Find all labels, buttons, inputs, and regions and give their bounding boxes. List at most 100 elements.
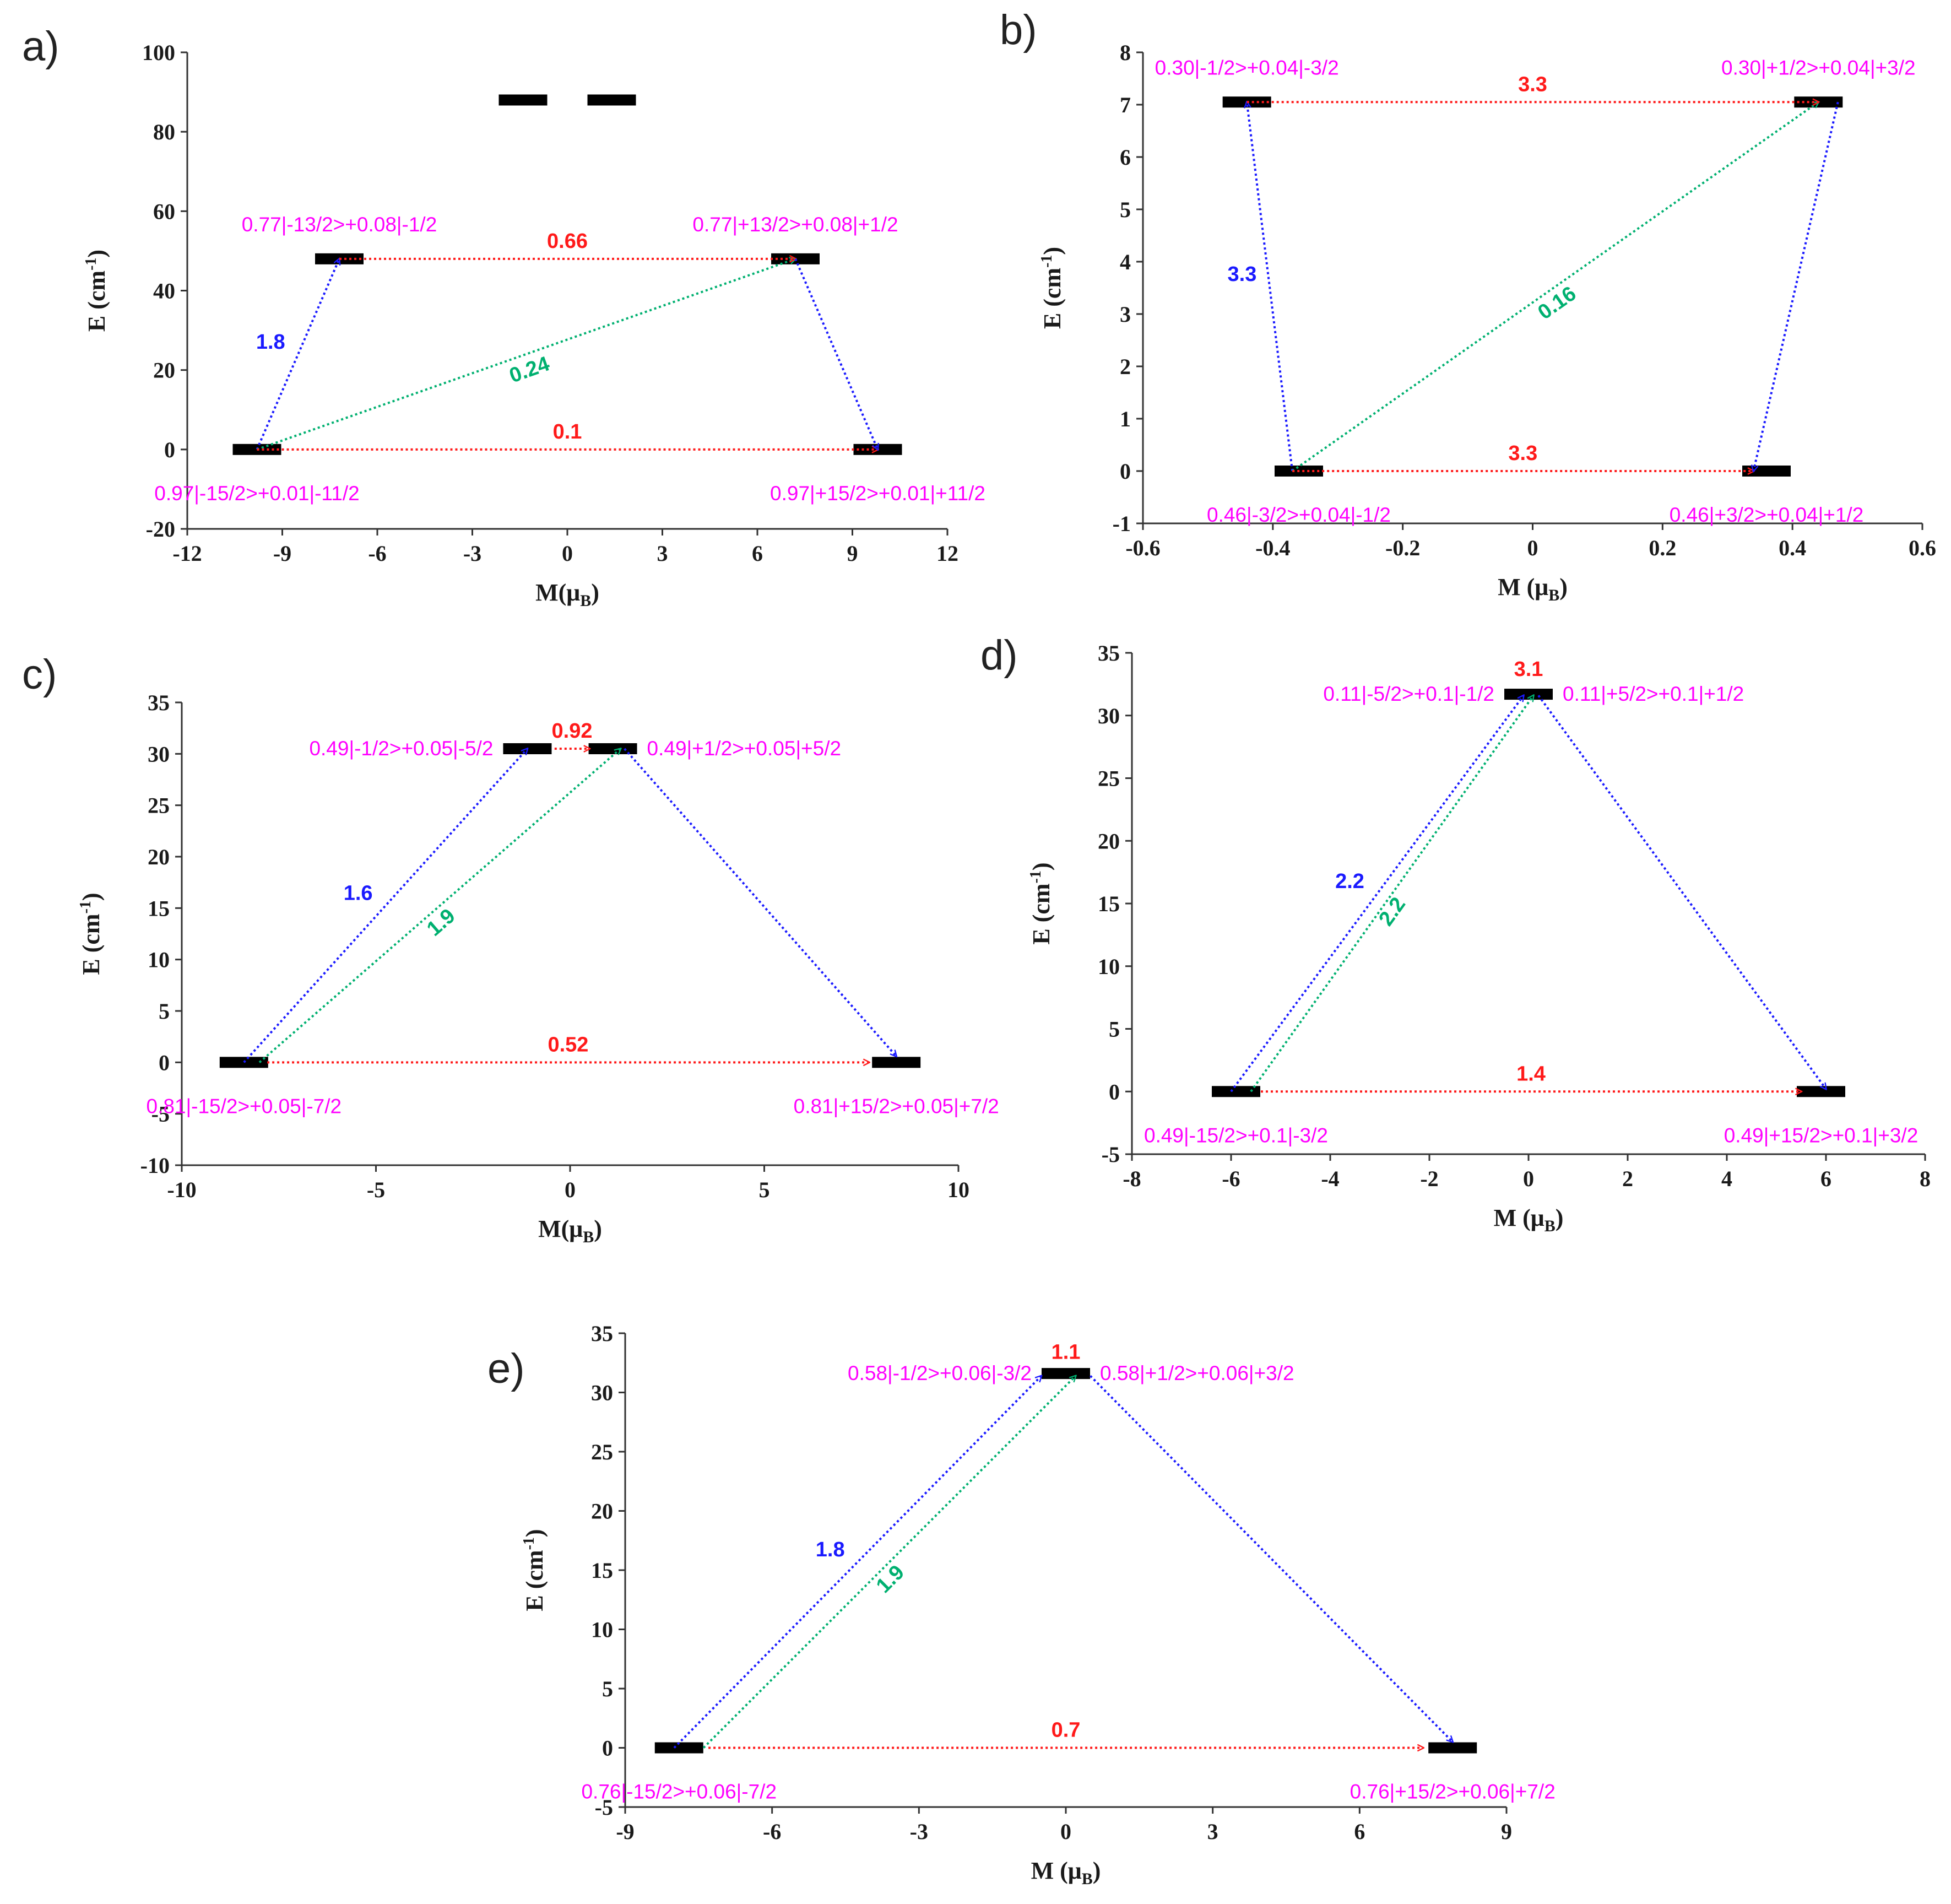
transition-value-label: 0.92 bbox=[552, 720, 593, 743]
state-label: 0.46|+3/2>+0.04|+1/2 bbox=[1670, 504, 1864, 526]
state-label: 0.11|-5/2>+0.1|-1/2 bbox=[1323, 683, 1494, 705]
transition-arrow bbox=[1292, 102, 1818, 472]
x-tick-label: -5 bbox=[367, 1177, 385, 1202]
y-tick-label: 15 bbox=[148, 896, 170, 921]
transition-arrow bbox=[702, 1376, 1076, 1749]
y-tick-label: 100 bbox=[142, 40, 175, 65]
state-label: 0.97|-15/2>+0.01|-11/2 bbox=[154, 482, 359, 505]
energy-level-bar bbox=[498, 94, 548, 106]
state-label: 0.58|+1/2>+0.06|+3/2 bbox=[1100, 1362, 1294, 1384]
x-tick-label: 0 bbox=[1060, 1819, 1071, 1844]
transition-value-label: 0.1 bbox=[553, 420, 582, 443]
x-tick-label: -6 bbox=[1222, 1166, 1240, 1191]
state-label: 0.30|-1/2>+0.04|-3/2 bbox=[1155, 56, 1339, 79]
transition-value-label: 1.8 bbox=[816, 1538, 845, 1561]
panel-a: a) -20 0 20 40 60 80 100 -12 -9 -6 -3 0 3 6 9 12 M(μB) E (… bbox=[22, 23, 985, 610]
state-label: 0.81|-15/2>+0.05|-7/2 bbox=[147, 1095, 342, 1117]
x-tick-label: 3 bbox=[657, 541, 668, 566]
y-tick-label: -20 bbox=[146, 517, 175, 542]
energy-level-bar bbox=[587, 94, 636, 106]
y-tick-label: -5 bbox=[1102, 1142, 1120, 1167]
y-tick-label: 20 bbox=[148, 845, 170, 869]
y-tick-label: 15 bbox=[1098, 891, 1120, 916]
x-tick-label: 12 bbox=[936, 541, 958, 566]
x-tick-label: 5 bbox=[759, 1177, 770, 1202]
y-tick-label: -10 bbox=[140, 1153, 170, 1178]
transition-arrow bbox=[1753, 101, 1839, 471]
transition-arrow bbox=[624, 748, 897, 1056]
y-tick-label: 25 bbox=[148, 793, 170, 818]
y-tick-label: 15 bbox=[591, 1558, 613, 1583]
transition-arrow bbox=[1247, 102, 1294, 472]
y-tick-label: 8 bbox=[1120, 40, 1131, 65]
transition-arrow bbox=[243, 749, 528, 1063]
transition-value-label: 3.3 bbox=[1518, 73, 1547, 96]
y-tick-label: 10 bbox=[591, 1618, 613, 1642]
state-label: 0.49|+15/2>+0.1|+3/2 bbox=[1724, 1124, 1919, 1146]
energy-level-bar bbox=[588, 743, 637, 754]
y-tick-label: 35 bbox=[591, 1321, 613, 1346]
state-label: 0.49|-15/2>+0.1|-3/2 bbox=[1144, 1124, 1328, 1146]
state-label: 0.11|+5/2>+0.1|+1/2 bbox=[1563, 683, 1744, 705]
y-axis-title: E (cm-1) bbox=[77, 892, 105, 975]
energy-level-bar bbox=[1212, 1086, 1260, 1097]
energy-level-bar bbox=[1504, 689, 1553, 700]
panel-c: c) -10 -5 0 5 10 15 20 25 30 35 -10 -5 0 5 10 M(μB) E (cm… bbox=[22, 651, 999, 1246]
x-tick-label: 0 bbox=[562, 541, 573, 566]
transition-value-label: 3.1 bbox=[1514, 658, 1543, 681]
x-tick-label: 6 bbox=[1820, 1166, 1831, 1191]
x-tick-label: 0 bbox=[1527, 536, 1538, 560]
transition-arrow bbox=[673, 1376, 1042, 1749]
y-tick-label: 0 bbox=[164, 437, 175, 462]
x-tick-label: 0 bbox=[565, 1177, 576, 1202]
x-tick-label: -2 bbox=[1420, 1166, 1438, 1191]
x-tick-label: -12 bbox=[172, 541, 202, 566]
x-tick-label: -6 bbox=[763, 1819, 781, 1844]
state-label: 0.97|+15/2>+0.01|+11/2 bbox=[770, 482, 985, 505]
transition-arrow bbox=[258, 749, 621, 1063]
panel-label: c) bbox=[22, 651, 57, 698]
x-tick-label: 10 bbox=[947, 1177, 969, 1202]
x-tick-label: 6 bbox=[1354, 1819, 1365, 1844]
y-tick-label: 7 bbox=[1120, 93, 1131, 117]
y-tick-label: 25 bbox=[591, 1440, 613, 1464]
transition-value-label: 0.16 bbox=[1534, 282, 1581, 324]
state-label: 0.46|-3/2>+0.04|-1/2 bbox=[1207, 504, 1391, 526]
y-tick-label: 20 bbox=[591, 1499, 613, 1524]
y-tick-label: 20 bbox=[1098, 829, 1120, 853]
y-tick-label: 80 bbox=[153, 120, 175, 144]
y-tick-label: 2 bbox=[1120, 354, 1131, 379]
transition-value-label: 1.1 bbox=[1052, 1341, 1081, 1364]
x-tick-label: 4 bbox=[1721, 1166, 1732, 1191]
y-tick-label: 1 bbox=[1120, 407, 1131, 431]
transition-arrow bbox=[1230, 695, 1524, 1092]
y-axis-title: E (cm-1) bbox=[1027, 862, 1055, 944]
y-tick-label: 0 bbox=[159, 1050, 170, 1075]
state-label: 0.49|-1/2>+0.05|-5/2 bbox=[309, 737, 493, 760]
x-tick-label: 0.2 bbox=[1649, 536, 1676, 560]
x-axis-title: M (μB) bbox=[1498, 574, 1568, 604]
y-tick-label: 60 bbox=[153, 199, 175, 224]
y-tick-label: 5 bbox=[1109, 1017, 1120, 1042]
y-tick-label: 20 bbox=[153, 358, 175, 383]
transition-arrow bbox=[1250, 695, 1533, 1092]
transition-arrow bbox=[1537, 695, 1826, 1089]
x-tick-label: 3 bbox=[1207, 1819, 1218, 1844]
transition-value-label: 0.52 bbox=[548, 1033, 588, 1056]
panel-b: b) -1 0 1 2 3 4 5 6 7 8 -0.6 -0.4 -0.2 0 0.2 0.4 0.6 M (μB… bbox=[1000, 7, 1936, 604]
x-axis-title: M (μB) bbox=[1494, 1204, 1564, 1235]
x-tick-label: 0.6 bbox=[1909, 536, 1936, 560]
x-tick-label: -9 bbox=[616, 1819, 634, 1844]
transition-value-label: 1.9 bbox=[872, 1561, 909, 1598]
state-label: 0.77|+13/2>+0.08|+1/2 bbox=[692, 213, 898, 236]
panel-e: e) -5 0 5 10 15 20 25 30 35 -9 -6 -3 0 3 6 9 M (μB) E (cm-… bbox=[487, 1321, 1556, 1888]
y-tick-label: 6 bbox=[1120, 145, 1131, 170]
y-tick-label: 40 bbox=[153, 279, 175, 304]
y-tick-label: 35 bbox=[1098, 641, 1120, 666]
y-tick-label: 30 bbox=[148, 742, 170, 766]
state-label: 0.81|+15/2>+0.05|+7/2 bbox=[794, 1095, 999, 1117]
y-tick-label: 25 bbox=[1098, 766, 1120, 791]
x-tick-label: -8 bbox=[1123, 1166, 1141, 1191]
y-tick-label: -5 bbox=[151, 1102, 170, 1127]
